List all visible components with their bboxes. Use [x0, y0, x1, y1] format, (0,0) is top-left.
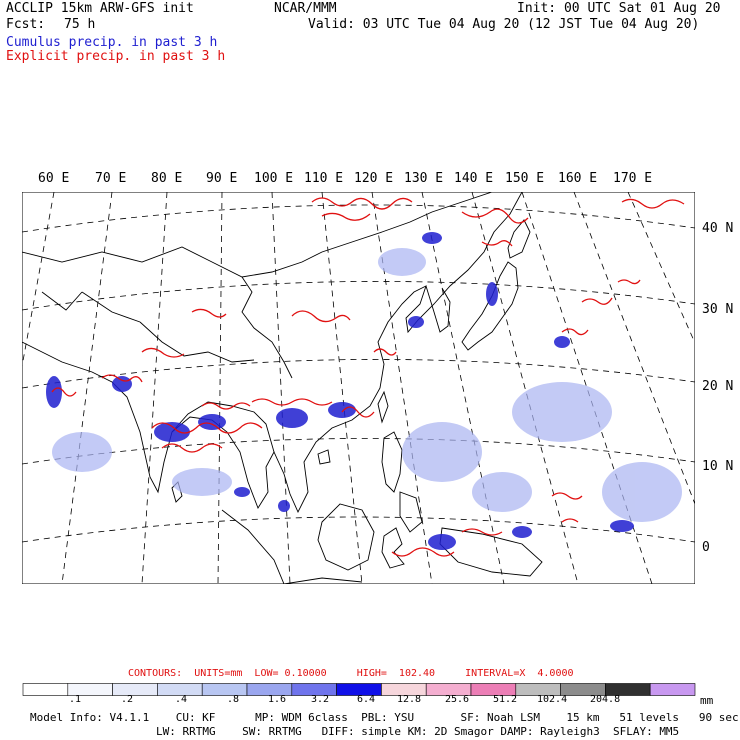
lon-label: 130 E — [404, 171, 444, 186]
colorbar-tick: .8 — [227, 694, 240, 705]
map-canvas — [22, 192, 695, 584]
cumulus-legend: Cumulus precip. in past 3 h — [6, 35, 218, 50]
colorbar-tick: .2 — [121, 694, 134, 705]
lat-label: 20 N — [702, 379, 734, 394]
colorbar-swatch — [649, 683, 696, 696]
colorbar-tick: 6.4 — [357, 694, 376, 705]
colorbar-swatch — [112, 683, 158, 696]
valid-time: Valid: 03 UTC Tue 04 Aug 20 (12 JST Tue … — [308, 17, 700, 32]
colorbar-tick: 3.2 — [311, 694, 330, 705]
lon-label: 150 E — [505, 171, 545, 186]
lon-label: 90 E — [206, 171, 238, 186]
lon-label: 160 E — [558, 171, 598, 186]
lon-label: 170 E — [613, 171, 653, 186]
explicit-legend: Explicit precip. in past 3 h — [6, 49, 226, 64]
colorbar-tick: 1.6 — [268, 694, 287, 705]
colorbar-swatch — [201, 683, 248, 696]
init-time: Init: 00 UTC Sat 01 Aug 20 — [517, 1, 721, 16]
light-cumulus — [52, 248, 682, 522]
lon-label: 70 E — [95, 171, 127, 186]
colorbar-tick: 204.8 — [590, 694, 621, 705]
lat-label: 10 N — [702, 459, 734, 474]
lon-label: 110 E — [304, 171, 344, 186]
contours-info: CONTOURS: UNITS=mm LOW= 0.10000 HIGH= 10… — [128, 668, 574, 679]
colorbar-units: mm — [700, 694, 714, 707]
cumulus-precip — [46, 232, 634, 550]
precipitation-map — [22, 192, 695, 584]
forecast-label: Fcst: — [6, 17, 46, 32]
lon-label: 60 E — [38, 171, 70, 186]
explicit-precip — [51, 197, 685, 557]
lat-label: 30 N — [702, 302, 734, 317]
lon-label: 80 E — [151, 171, 183, 186]
colorbar-swatches — [22, 683, 696, 696]
colorbar-tick: 25.6 — [445, 694, 470, 705]
colorbar-tick: 51.2 — [493, 694, 518, 705]
colorbar-tick: 102.4 — [537, 694, 568, 705]
lat-label: 0 — [702, 540, 710, 555]
colorbar — [22, 681, 696, 700]
lat-label: 40 N — [702, 221, 734, 236]
model-info-line2: LW: RRTMG SW: RRTMG DIFF: simple KM: 2D … — [156, 725, 680, 738]
colorbar-tick: .1 — [69, 694, 82, 705]
lon-label: 120 E — [354, 171, 394, 186]
colorbar-tick: .4 — [175, 694, 188, 705]
forecast-hours: 75 h — [64, 17, 96, 32]
model-info-line1: Model Info: V4.1.1 CU: KF MP: WDM 6class… — [30, 711, 739, 724]
colorbar-swatch — [22, 683, 69, 696]
organization: NCAR/MMM — [274, 1, 337, 16]
lon-label: 100 E — [254, 171, 294, 186]
colorbar-tick: 12.8 — [397, 694, 422, 705]
model-title: ACCLIP 15km ARW-GFS init — [6, 1, 194, 16]
lon-label: 140 E — [454, 171, 494, 186]
